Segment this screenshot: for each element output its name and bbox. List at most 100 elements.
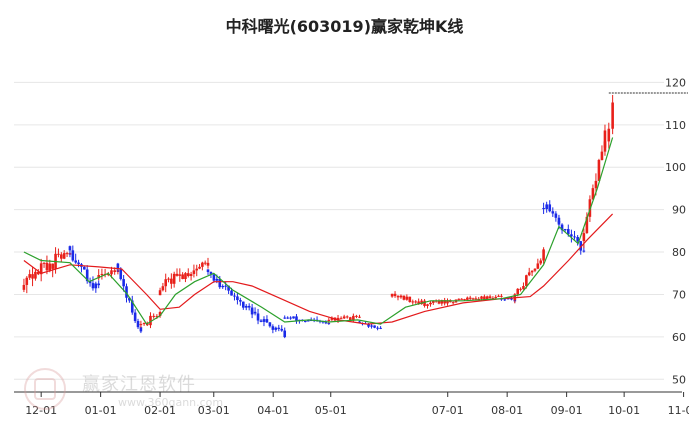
candlestick xyxy=(62,250,66,260)
x-tick-label: 09-01 xyxy=(551,404,583,417)
y-tick-label: 50 xyxy=(672,373,686,386)
candle-body xyxy=(236,296,239,301)
candle-body xyxy=(189,273,193,276)
candle-body xyxy=(57,253,60,255)
candle-body xyxy=(460,298,463,300)
candlestick xyxy=(304,320,307,323)
candle-body xyxy=(451,302,455,304)
candlestick xyxy=(460,298,463,300)
candle-body xyxy=(570,234,573,237)
candlestick xyxy=(149,312,152,329)
candle-body xyxy=(402,295,406,300)
candle-body xyxy=(594,180,598,189)
chart-title: 中科曙光(603019)赢家乾坤K线 xyxy=(225,17,464,36)
candle-body xyxy=(181,274,184,280)
candlestick xyxy=(373,325,376,329)
candle-body xyxy=(215,278,219,281)
candle-body xyxy=(480,296,483,299)
candle-body xyxy=(292,316,295,319)
candlestick xyxy=(175,268,179,277)
candle-body xyxy=(68,246,72,251)
candlestick xyxy=(468,295,472,301)
candlestick xyxy=(167,277,170,283)
candlestick xyxy=(271,324,275,334)
candle-body xyxy=(466,297,469,300)
candlestick xyxy=(393,291,397,298)
candle-body xyxy=(426,304,429,306)
candlestick xyxy=(570,229,573,243)
candlestick xyxy=(542,247,545,264)
candlestick xyxy=(31,267,34,287)
candlestick xyxy=(554,211,558,222)
candlestick xyxy=(259,319,263,323)
candlestick xyxy=(268,322,272,328)
watermark: 赢家江恩软件 www.360gann.com xyxy=(24,366,223,412)
candle-body xyxy=(405,296,409,300)
candle-body xyxy=(286,317,289,319)
candlestick xyxy=(379,326,382,330)
x-tick-label: 04-01 xyxy=(257,404,289,417)
candle-body xyxy=(530,270,534,273)
candlestick xyxy=(591,184,595,201)
y-tick-label: 70 xyxy=(672,288,686,301)
candlestick xyxy=(437,299,441,305)
candle-body xyxy=(274,327,278,330)
candle-body xyxy=(62,253,66,259)
candlestick xyxy=(533,268,537,273)
candle-body xyxy=(600,151,604,161)
yingjia-logo-icon xyxy=(24,368,66,410)
candle-body xyxy=(172,273,176,284)
candlestick xyxy=(236,292,239,305)
candlestick xyxy=(97,269,101,281)
candlestick xyxy=(408,296,412,303)
y-tick-label: 120 xyxy=(665,76,686,89)
candle-body xyxy=(119,269,123,280)
candlestick xyxy=(136,318,140,329)
candle-body xyxy=(283,317,287,319)
candlestick xyxy=(405,294,409,301)
candlestick xyxy=(189,271,193,281)
candle-body xyxy=(582,250,586,252)
candle-body xyxy=(71,250,75,261)
candlestick xyxy=(443,297,446,306)
candle-body xyxy=(483,296,486,301)
candlestick xyxy=(611,94,614,135)
candlestick xyxy=(451,301,455,305)
y-tick-label: 90 xyxy=(672,204,686,217)
candle-body xyxy=(522,285,525,290)
candle-body xyxy=(321,321,325,323)
candlestick xyxy=(429,302,432,304)
candle-body xyxy=(77,262,80,265)
candlestick xyxy=(607,122,611,149)
candle-body xyxy=(542,207,545,210)
candle-body xyxy=(195,268,199,271)
candle-body xyxy=(247,305,251,308)
candle-body xyxy=(136,321,140,328)
candlestick xyxy=(399,294,403,299)
candle-body xyxy=(437,300,441,304)
candle-body xyxy=(576,236,579,242)
candle-body xyxy=(139,324,143,326)
candle-body xyxy=(184,273,187,280)
candle-body xyxy=(349,317,352,321)
y-tick-label: 60 xyxy=(672,331,686,344)
candlestick xyxy=(39,258,43,282)
y-tick-label: 100 xyxy=(665,161,686,174)
candle-body xyxy=(463,299,466,301)
candlestick xyxy=(130,295,134,315)
candlestick xyxy=(103,268,107,278)
candlestick xyxy=(203,260,207,266)
watermark-text: 赢家江恩软件 xyxy=(82,374,196,395)
candlestick xyxy=(181,272,184,280)
candle-body xyxy=(539,260,543,264)
candlestick xyxy=(122,275,125,292)
candlestick xyxy=(206,257,210,269)
candle-body xyxy=(457,298,461,300)
candlestick xyxy=(244,304,248,311)
candle-body xyxy=(227,285,230,291)
candlestick xyxy=(100,268,104,280)
candlestick xyxy=(28,269,31,280)
candle-body xyxy=(597,160,601,181)
candle-body xyxy=(259,320,263,322)
